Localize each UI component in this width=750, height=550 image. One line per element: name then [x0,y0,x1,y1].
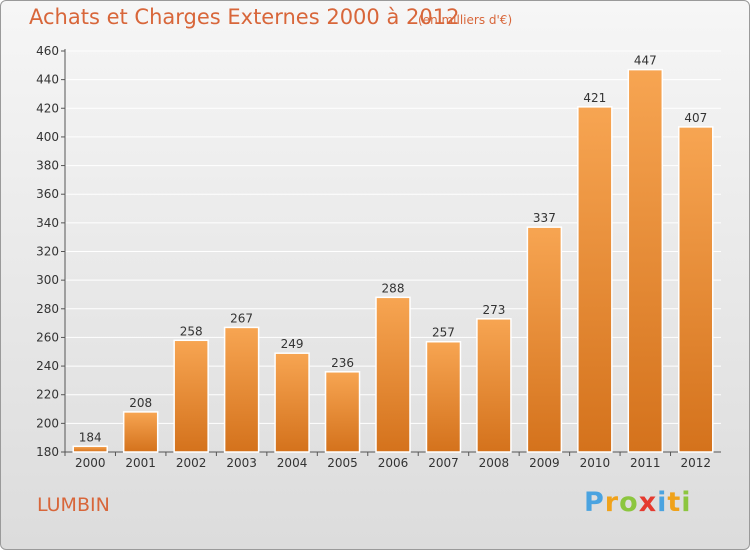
logo-letter: i [657,487,668,518]
bar [173,339,209,453]
proxiti-logo[interactable]: Proxiti [584,487,692,518]
y-tick-label: 280 [36,302,59,316]
bar [577,106,613,453]
x-tick-label: 2008 [479,456,510,470]
x-tick-label: 2006 [378,456,409,470]
logo-letter: t [667,487,682,518]
bars [72,68,714,453]
data-label: 257 [432,326,455,340]
data-label: 421 [583,91,606,105]
bar [627,68,664,453]
logo-letter: x [638,487,658,518]
data-label: 236 [331,356,354,370]
x-tick-label: 2003 [226,456,257,470]
logo-letter: i [681,487,692,518]
y-tick-label: 340 [36,216,59,230]
y-tick-label: 440 [36,73,59,87]
y-tick-label: 360 [36,187,59,201]
data-label: 273 [482,303,505,317]
data-label: 267 [230,311,253,325]
y-tick-label: 460 [36,44,59,58]
bar [526,226,563,453]
chart-subtitle: (en milliers d'€) [418,13,513,27]
logo-letter: P [584,487,605,518]
bar [375,296,411,453]
x-tick-label: 2010 [580,456,611,470]
y-tick-label: 200 [36,416,59,430]
x-tick-label: 2005 [327,456,358,470]
y-tick-label: 380 [36,159,59,173]
data-label: 258 [180,324,203,338]
bar [72,445,108,453]
bar [274,352,310,453]
data-label: 407 [684,111,707,125]
y-tick-label: 220 [36,388,59,402]
x-tick-label: 2000 [75,456,106,470]
y-tick-label: 300 [36,273,59,287]
bar [324,371,361,453]
y-tick-label: 180 [36,445,59,459]
bar [122,411,159,453]
town-name: LUMBIN [37,494,110,516]
bar [223,326,260,453]
bar [476,318,512,453]
y-tick-label: 260 [36,330,59,344]
data-label: 337 [533,211,556,225]
data-label: 208 [129,396,152,410]
bar [678,126,714,453]
x-tick-label: 2012 [680,456,711,470]
y-tick-label: 320 [36,245,59,259]
bar [425,340,462,453]
x-tick-label: 2001 [125,456,156,470]
x-tick-label: 2007 [428,456,459,470]
axes: 180 200 220 240 260 280 300 320 340 360 380 400 420 4… [36,44,721,470]
y-tick-label: 400 [36,130,59,144]
x-tick-label: 2002 [176,456,207,470]
x-tick-label: 2011 [630,456,661,470]
x-tick-label: 2004 [277,456,308,470]
data-labels: 184 208 258 267 249 236 288 257 273 337 421 447 407 [79,54,707,445]
data-label: 447 [634,54,657,68]
logo-letter: r [604,487,620,518]
data-label: 288 [382,281,405,295]
y-tick-label: 420 [36,101,59,115]
chart-title: Achats et Charges Externes 2000 à 2012 [29,5,460,29]
y-tick-label: 240 [36,359,59,373]
data-label: 184 [79,430,102,444]
x-tick-label: 2009 [529,456,560,470]
logo-letter: o [619,487,639,518]
data-label: 249 [281,337,304,351]
